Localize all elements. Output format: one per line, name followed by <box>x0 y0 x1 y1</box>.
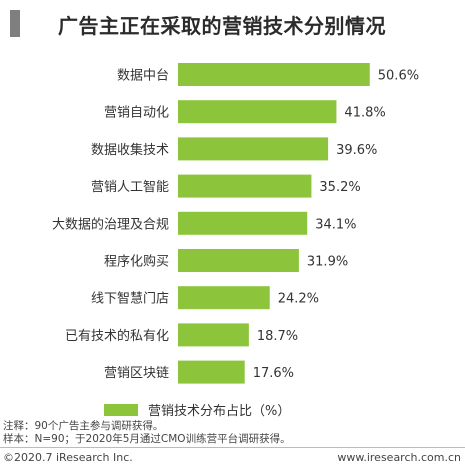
note-comment: 注释：90个广告主参与调研获得。 <box>3 420 164 432</box>
chart-title: 广告主正在采取的营销技术分别情况 <box>58 14 386 38</box>
value-label: 39.6% <box>336 143 377 158</box>
value-label: 31.9% <box>307 255 348 270</box>
category-label: 已有技术的私有化 <box>65 328 169 344</box>
category-label: 营销人工智能 <box>91 180 169 195</box>
footer-website: www.iresearch.com.cn <box>337 451 461 464</box>
legend-swatch <box>104 403 138 416</box>
bar <box>178 211 308 235</box>
value-labels: 50.6% 41.8% 39.6% 35.2% 34.1% 31.9% 24.2% 18.7%… <box>253 69 419 382</box>
value-label: 35.2% <box>319 180 360 195</box>
legend-label: 营销技术分布占比（%） <box>148 404 291 419</box>
footer-copyright: ©2020.7 iResearch Inc. <box>3 451 133 464</box>
value-label: 18.7% <box>257 329 298 344</box>
bar <box>178 360 245 384</box>
value-label: 17.6% <box>253 366 294 381</box>
bar <box>178 100 337 124</box>
bar <box>178 174 312 198</box>
bar <box>178 249 299 272</box>
title-marker <box>10 10 20 37</box>
category-label: 程序化购买 <box>104 254 169 270</box>
note-sample: 样本：N=90；于2020年5月通过CMO训练营平台调研获得。 <box>3 433 291 445</box>
value-label: 50.6% <box>378 69 419 84</box>
category-label: 营销自动化 <box>104 106 169 121</box>
bar <box>178 137 329 161</box>
bar <box>178 323 249 347</box>
category-label: 线下智慧门店 <box>91 291 169 307</box>
bars <box>178 63 370 384</box>
category-label: 大数据的治理及合规 <box>52 216 169 232</box>
category-label: 营销区块链 <box>104 366 169 381</box>
bar <box>178 63 370 86</box>
category-label: 数据中台 <box>117 69 169 84</box>
value-label: 24.2% <box>278 292 319 307</box>
bar <box>178 286 270 310</box>
legend: 营销技术分布占比（%） <box>104 400 290 419</box>
value-label: 41.8% <box>344 106 385 121</box>
category-label: 数据收集技术 <box>91 142 169 158</box>
footer-divider <box>0 447 465 448</box>
value-label: 34.1% <box>315 217 356 232</box>
category-labels: 数据中台营销自动化数据收集技术营销人工智能大数据的治理及合规程序化购买线下智慧门… <box>52 69 169 382</box>
